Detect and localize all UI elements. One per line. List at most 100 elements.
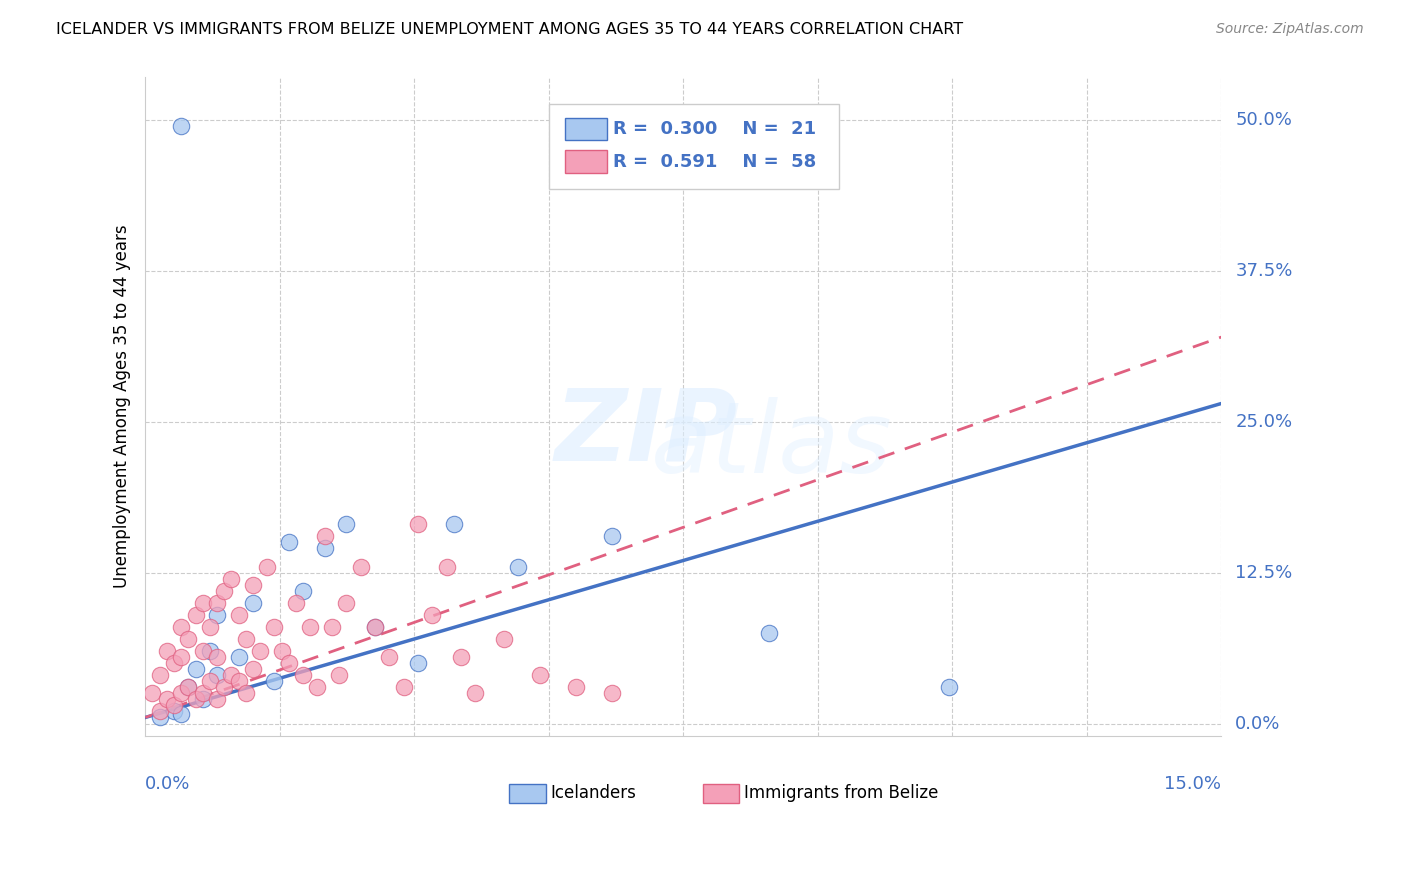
Point — [212, 680, 235, 694]
Point — [177, 632, 200, 646]
Point — [163, 656, 186, 670]
Point — [198, 644, 221, 658]
Point — [184, 662, 207, 676]
Text: 0.0%: 0.0% — [145, 775, 191, 793]
Text: Immigrants from Belize: Immigrants from Belize — [744, 784, 938, 803]
Point — [443, 517, 465, 532]
Point — [335, 517, 357, 532]
Point — [149, 710, 172, 724]
Point — [378, 650, 401, 665]
Text: atlas: atlas — [651, 398, 893, 494]
Point — [205, 596, 228, 610]
Point — [263, 620, 285, 634]
Point — [198, 620, 221, 634]
Point — [177, 680, 200, 694]
Point — [228, 650, 250, 665]
Point — [277, 656, 299, 670]
Point — [420, 607, 443, 622]
Point — [436, 559, 458, 574]
Point — [307, 680, 329, 694]
Text: 0.0%: 0.0% — [1236, 714, 1281, 732]
Point — [191, 596, 214, 610]
FancyBboxPatch shape — [548, 103, 839, 189]
Point — [600, 529, 623, 543]
Point — [235, 632, 257, 646]
Point — [392, 680, 415, 694]
Text: 12.5%: 12.5% — [1236, 564, 1292, 582]
Text: ZIP: ZIP — [554, 384, 737, 482]
Point — [292, 668, 315, 682]
Point — [170, 119, 193, 133]
Point — [364, 620, 387, 634]
Point — [242, 596, 264, 610]
Point — [163, 698, 186, 713]
Point — [149, 705, 172, 719]
Point — [758, 626, 780, 640]
Text: R =  0.591    N =  58: R = 0.591 N = 58 — [613, 153, 817, 170]
Point — [299, 620, 322, 634]
Point — [221, 572, 243, 586]
Point — [406, 517, 429, 532]
Y-axis label: Unemployment Among Ages 35 to 44 years: Unemployment Among Ages 35 to 44 years — [114, 225, 131, 589]
Point — [249, 644, 271, 658]
Point — [292, 583, 315, 598]
FancyBboxPatch shape — [509, 784, 546, 803]
Point — [156, 692, 179, 706]
Text: 50.0%: 50.0% — [1236, 111, 1292, 128]
Text: 37.5%: 37.5% — [1236, 261, 1292, 280]
FancyBboxPatch shape — [565, 118, 607, 140]
Point — [191, 686, 214, 700]
Point — [564, 680, 586, 694]
Text: 25.0%: 25.0% — [1236, 413, 1292, 431]
Point — [492, 632, 515, 646]
Point — [450, 650, 472, 665]
Point — [221, 668, 243, 682]
Point — [149, 668, 172, 682]
Point — [141, 686, 163, 700]
Point — [364, 620, 387, 634]
Point — [198, 674, 221, 689]
FancyBboxPatch shape — [703, 784, 740, 803]
Point — [170, 620, 193, 634]
Point — [270, 644, 292, 658]
Point — [156, 644, 179, 658]
Point — [321, 620, 343, 634]
Point — [349, 559, 371, 574]
Point — [508, 559, 530, 574]
Point — [205, 650, 228, 665]
Point — [205, 607, 228, 622]
Point — [205, 692, 228, 706]
Point — [170, 650, 193, 665]
Point — [314, 541, 336, 556]
Point — [277, 535, 299, 549]
Point — [191, 692, 214, 706]
Text: Source: ZipAtlas.com: Source: ZipAtlas.com — [1216, 22, 1364, 37]
Point — [170, 706, 193, 721]
Point — [464, 686, 486, 700]
Point — [170, 686, 193, 700]
Point — [184, 692, 207, 706]
Point — [256, 559, 278, 574]
Text: ICELANDER VS IMMIGRANTS FROM BELIZE UNEMPLOYMENT AMONG AGES 35 TO 44 YEARS CORRE: ICELANDER VS IMMIGRANTS FROM BELIZE UNEM… — [56, 22, 963, 37]
Point — [335, 596, 357, 610]
FancyBboxPatch shape — [565, 151, 607, 173]
Point — [242, 662, 264, 676]
Point — [163, 705, 186, 719]
Point — [406, 656, 429, 670]
Point — [228, 674, 250, 689]
Point — [205, 668, 228, 682]
Point — [228, 607, 250, 622]
Point — [529, 668, 551, 682]
Point — [184, 607, 207, 622]
Point — [177, 680, 200, 694]
Text: R =  0.300    N =  21: R = 0.300 N = 21 — [613, 120, 817, 137]
Text: Icelanders: Icelanders — [550, 784, 636, 803]
Point — [600, 686, 623, 700]
Point — [328, 668, 350, 682]
Point — [314, 529, 336, 543]
Point — [235, 686, 257, 700]
Point — [191, 644, 214, 658]
Text: 15.0%: 15.0% — [1164, 775, 1222, 793]
Point — [242, 577, 264, 591]
Point — [938, 680, 960, 694]
